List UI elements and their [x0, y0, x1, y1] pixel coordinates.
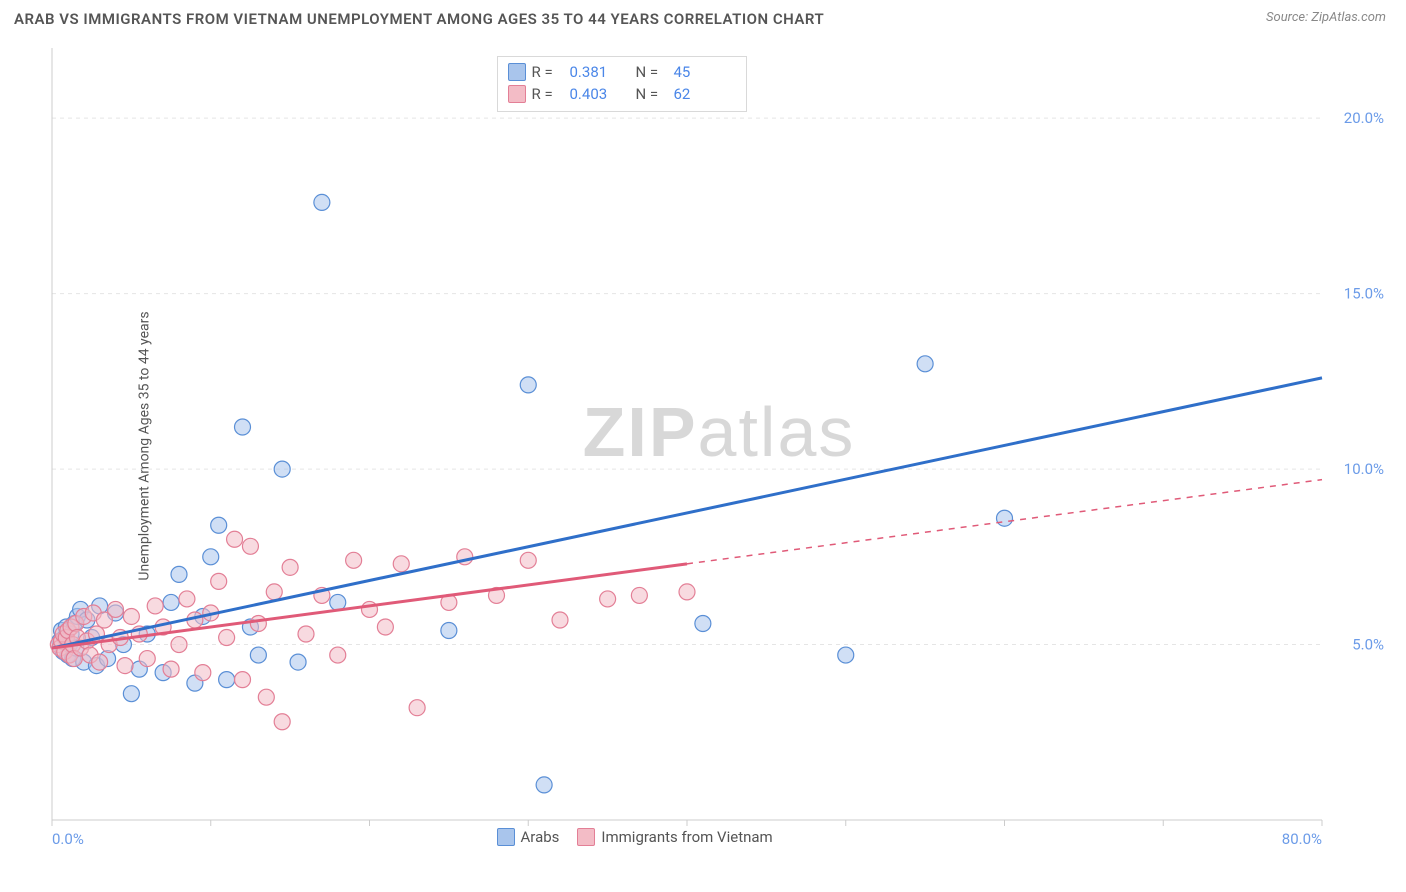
legend-r-label: R = — [532, 61, 564, 83]
legend-swatch — [577, 828, 595, 846]
scatter-chart: 0.0% 80.0% 5.0% 10.0% 15.0% 20.0% — [46, 44, 1392, 852]
legend-series: Arabs Immigrants from Vietnam — [497, 828, 773, 846]
legend-series-item: Arabs — [497, 828, 560, 846]
legend-n-label: N = — [636, 83, 668, 105]
legend-series-item: Immigrants from Vietnam — [577, 828, 772, 846]
chart-title: ARAB VS IMMIGRANTS FROM VIETNAM UNEMPLOY… — [14, 10, 824, 28]
legend-r-value: 0.381 — [570, 61, 630, 83]
y-tick-label: 15.0% — [1344, 285, 1384, 303]
legend-n-label: N = — [636, 61, 668, 83]
legend-n-value: 45 — [674, 61, 734, 83]
x-tick-label: 0.0% — [52, 830, 84, 848]
legend-correlation-row: R = 0.403 N = 62 — [508, 83, 734, 105]
legend-series-label: Immigrants from Vietnam — [601, 828, 772, 846]
legend-correlation-row: R = 0.381 N = 45 — [508, 61, 734, 83]
legend-swatch — [508, 63, 526, 81]
plot-area: ZIPatlas 0.0%80.0%5.0%10.0%15.0%20.0% R … — [46, 44, 1392, 852]
y-tick-label: 20.0% — [1344, 109, 1384, 127]
title-bar: ARAB VS IMMIGRANTS FROM VIETNAM UNEMPLOY… — [0, 0, 1406, 34]
legend-r-label: R = — [532, 83, 564, 105]
legend-series-label: Arabs — [521, 828, 560, 846]
legend-swatch — [497, 828, 515, 846]
y-tick-label: 10.0% — [1344, 460, 1384, 478]
legend-swatch — [508, 85, 526, 103]
legend-r-value: 0.403 — [570, 83, 630, 105]
source-label: Source: ZipAtlas.com — [1266, 10, 1386, 25]
y-tick-label: 5.0% — [1352, 636, 1384, 654]
legend-n-value: 62 — [674, 83, 734, 105]
legend-correlation: R = 0.381 N = 45 R = 0.403 N = 62 — [497, 56, 747, 112]
x-tick-label: 80.0% — [1282, 830, 1322, 848]
